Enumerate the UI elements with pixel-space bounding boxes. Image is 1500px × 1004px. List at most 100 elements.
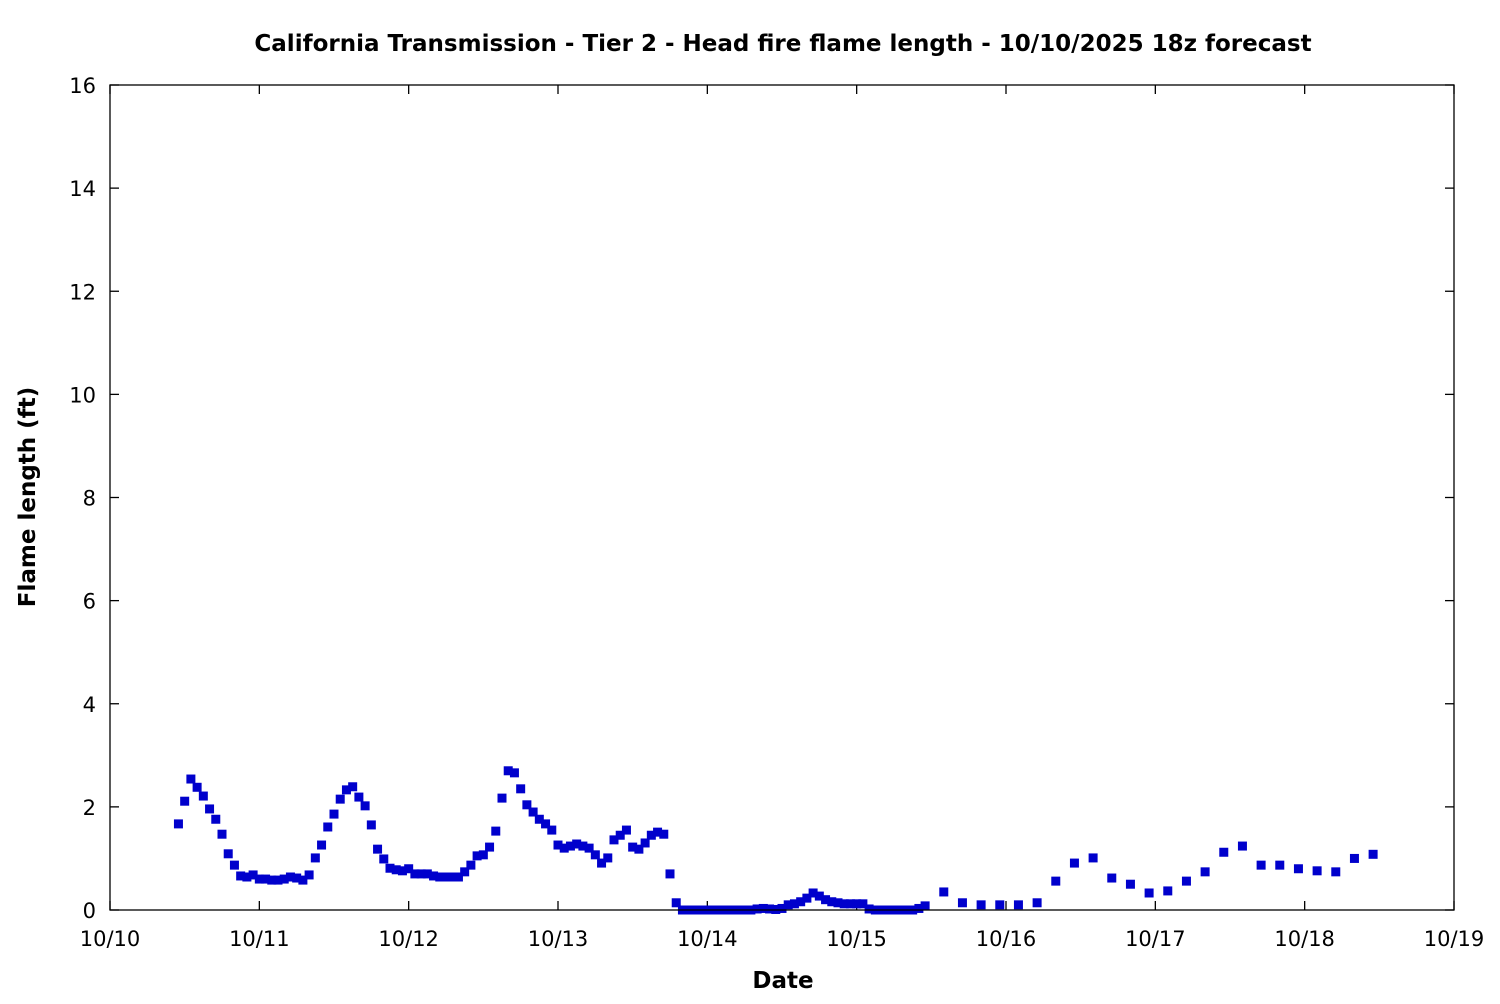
x-tick-label: 10/13: [528, 927, 589, 951]
data-point: [329, 809, 339, 819]
data-point: [466, 860, 476, 870]
y-tick-label: 10: [69, 383, 96, 407]
data-point: [995, 900, 1005, 910]
data-point: [565, 841, 575, 851]
data-point: [553, 840, 563, 850]
data-point: [522, 800, 532, 810]
data-point: [541, 819, 551, 829]
data-point: [603, 853, 613, 863]
chart-title: California Transmission - Tier 2 - Head …: [254, 31, 1311, 57]
data-point: [348, 782, 358, 792]
data-point: [1013, 900, 1023, 910]
data-point: [758, 903, 768, 913]
data-point: [584, 843, 594, 853]
data-point: [285, 872, 295, 882]
data-point: [279, 874, 289, 884]
data-point: [783, 900, 793, 910]
data-point: [354, 792, 364, 802]
y-tick-label: 4: [83, 693, 96, 717]
data-point: [628, 842, 638, 852]
data-point: [267, 875, 277, 885]
data-point: [1088, 853, 1098, 863]
data-point: [1200, 867, 1210, 877]
data-point: [478, 850, 488, 860]
data-point: [659, 829, 669, 839]
data-point: [1163, 886, 1173, 896]
x-tick-label: 10/14: [677, 927, 738, 951]
data-point: [752, 904, 762, 914]
data-point: [173, 819, 183, 829]
y-tick-label: 12: [69, 280, 96, 304]
data-point: [802, 893, 812, 903]
data-point: [453, 872, 463, 882]
data-point: [1069, 858, 1079, 868]
data-point: [796, 897, 806, 907]
data-point: [833, 898, 843, 908]
data-point: [1219, 847, 1229, 857]
plot-frame: [109, 84, 1455, 911]
y-tick-label: 14: [69, 177, 96, 201]
data-point: [578, 841, 588, 851]
data-point: [646, 830, 656, 840]
y-axis-label: Flame length (ft): [15, 387, 41, 607]
data-point: [341, 785, 351, 795]
data-point: [821, 895, 831, 905]
data-point: [1125, 879, 1135, 889]
data-point: [180, 796, 190, 806]
data-point: [198, 791, 208, 801]
data-point: [957, 898, 967, 908]
data-point: [404, 864, 414, 874]
y-tick-label: 2: [83, 796, 96, 820]
data-point: [615, 830, 625, 840]
data-point: [864, 904, 874, 914]
data-point: [497, 793, 507, 803]
data-point: [920, 901, 930, 911]
data-point: [205, 804, 215, 814]
x-tick-label: 10/17: [1125, 927, 1186, 951]
x-tick-label: 10/11: [229, 927, 290, 951]
data-point: [323, 822, 333, 832]
data-point: [460, 867, 470, 877]
data-point: [671, 898, 681, 908]
x-tick-label: 10/18: [1274, 927, 1335, 951]
data-point: [1144, 888, 1154, 898]
data-point: [914, 903, 924, 913]
data-point: [839, 899, 849, 909]
data-point: [509, 768, 519, 778]
data-points: [173, 766, 1378, 915]
data-point: [590, 850, 600, 860]
data-point: [261, 874, 271, 884]
data-point: [814, 891, 824, 901]
data-point: [491, 826, 501, 836]
data-point: [254, 874, 264, 884]
y-tick-label: 0: [83, 899, 96, 923]
x-tick-label: 10/16: [976, 927, 1037, 951]
x-tick-label: 10/19: [1424, 927, 1485, 951]
data-point: [640, 838, 650, 848]
data-point: [192, 782, 202, 792]
data-point: [516, 784, 526, 794]
data-point: [360, 801, 370, 811]
data-point: [211, 814, 221, 824]
data-point: [422, 869, 432, 879]
data-point: [858, 899, 868, 909]
axis-ticks: 10/10 10/11 10/12 10/13 10/14 10/15 10/16 10/17…: [69, 74, 1484, 951]
data-point: [621, 825, 631, 835]
data-point: [1051, 876, 1061, 886]
data-point: [217, 829, 227, 839]
data-point: [310, 853, 320, 863]
data-point: [410, 869, 420, 879]
data-point: [1237, 841, 1247, 851]
data-point: [242, 872, 252, 882]
data-point: [559, 843, 569, 853]
data-point: [609, 835, 619, 845]
data-point: [976, 900, 986, 910]
x-tick-label: 10/12: [378, 927, 439, 951]
data-point: [416, 869, 426, 879]
data-point: [1032, 898, 1042, 908]
data-point: [485, 842, 495, 852]
data-point: [379, 854, 389, 864]
data-point: [385, 863, 395, 873]
data-point: [304, 870, 314, 880]
